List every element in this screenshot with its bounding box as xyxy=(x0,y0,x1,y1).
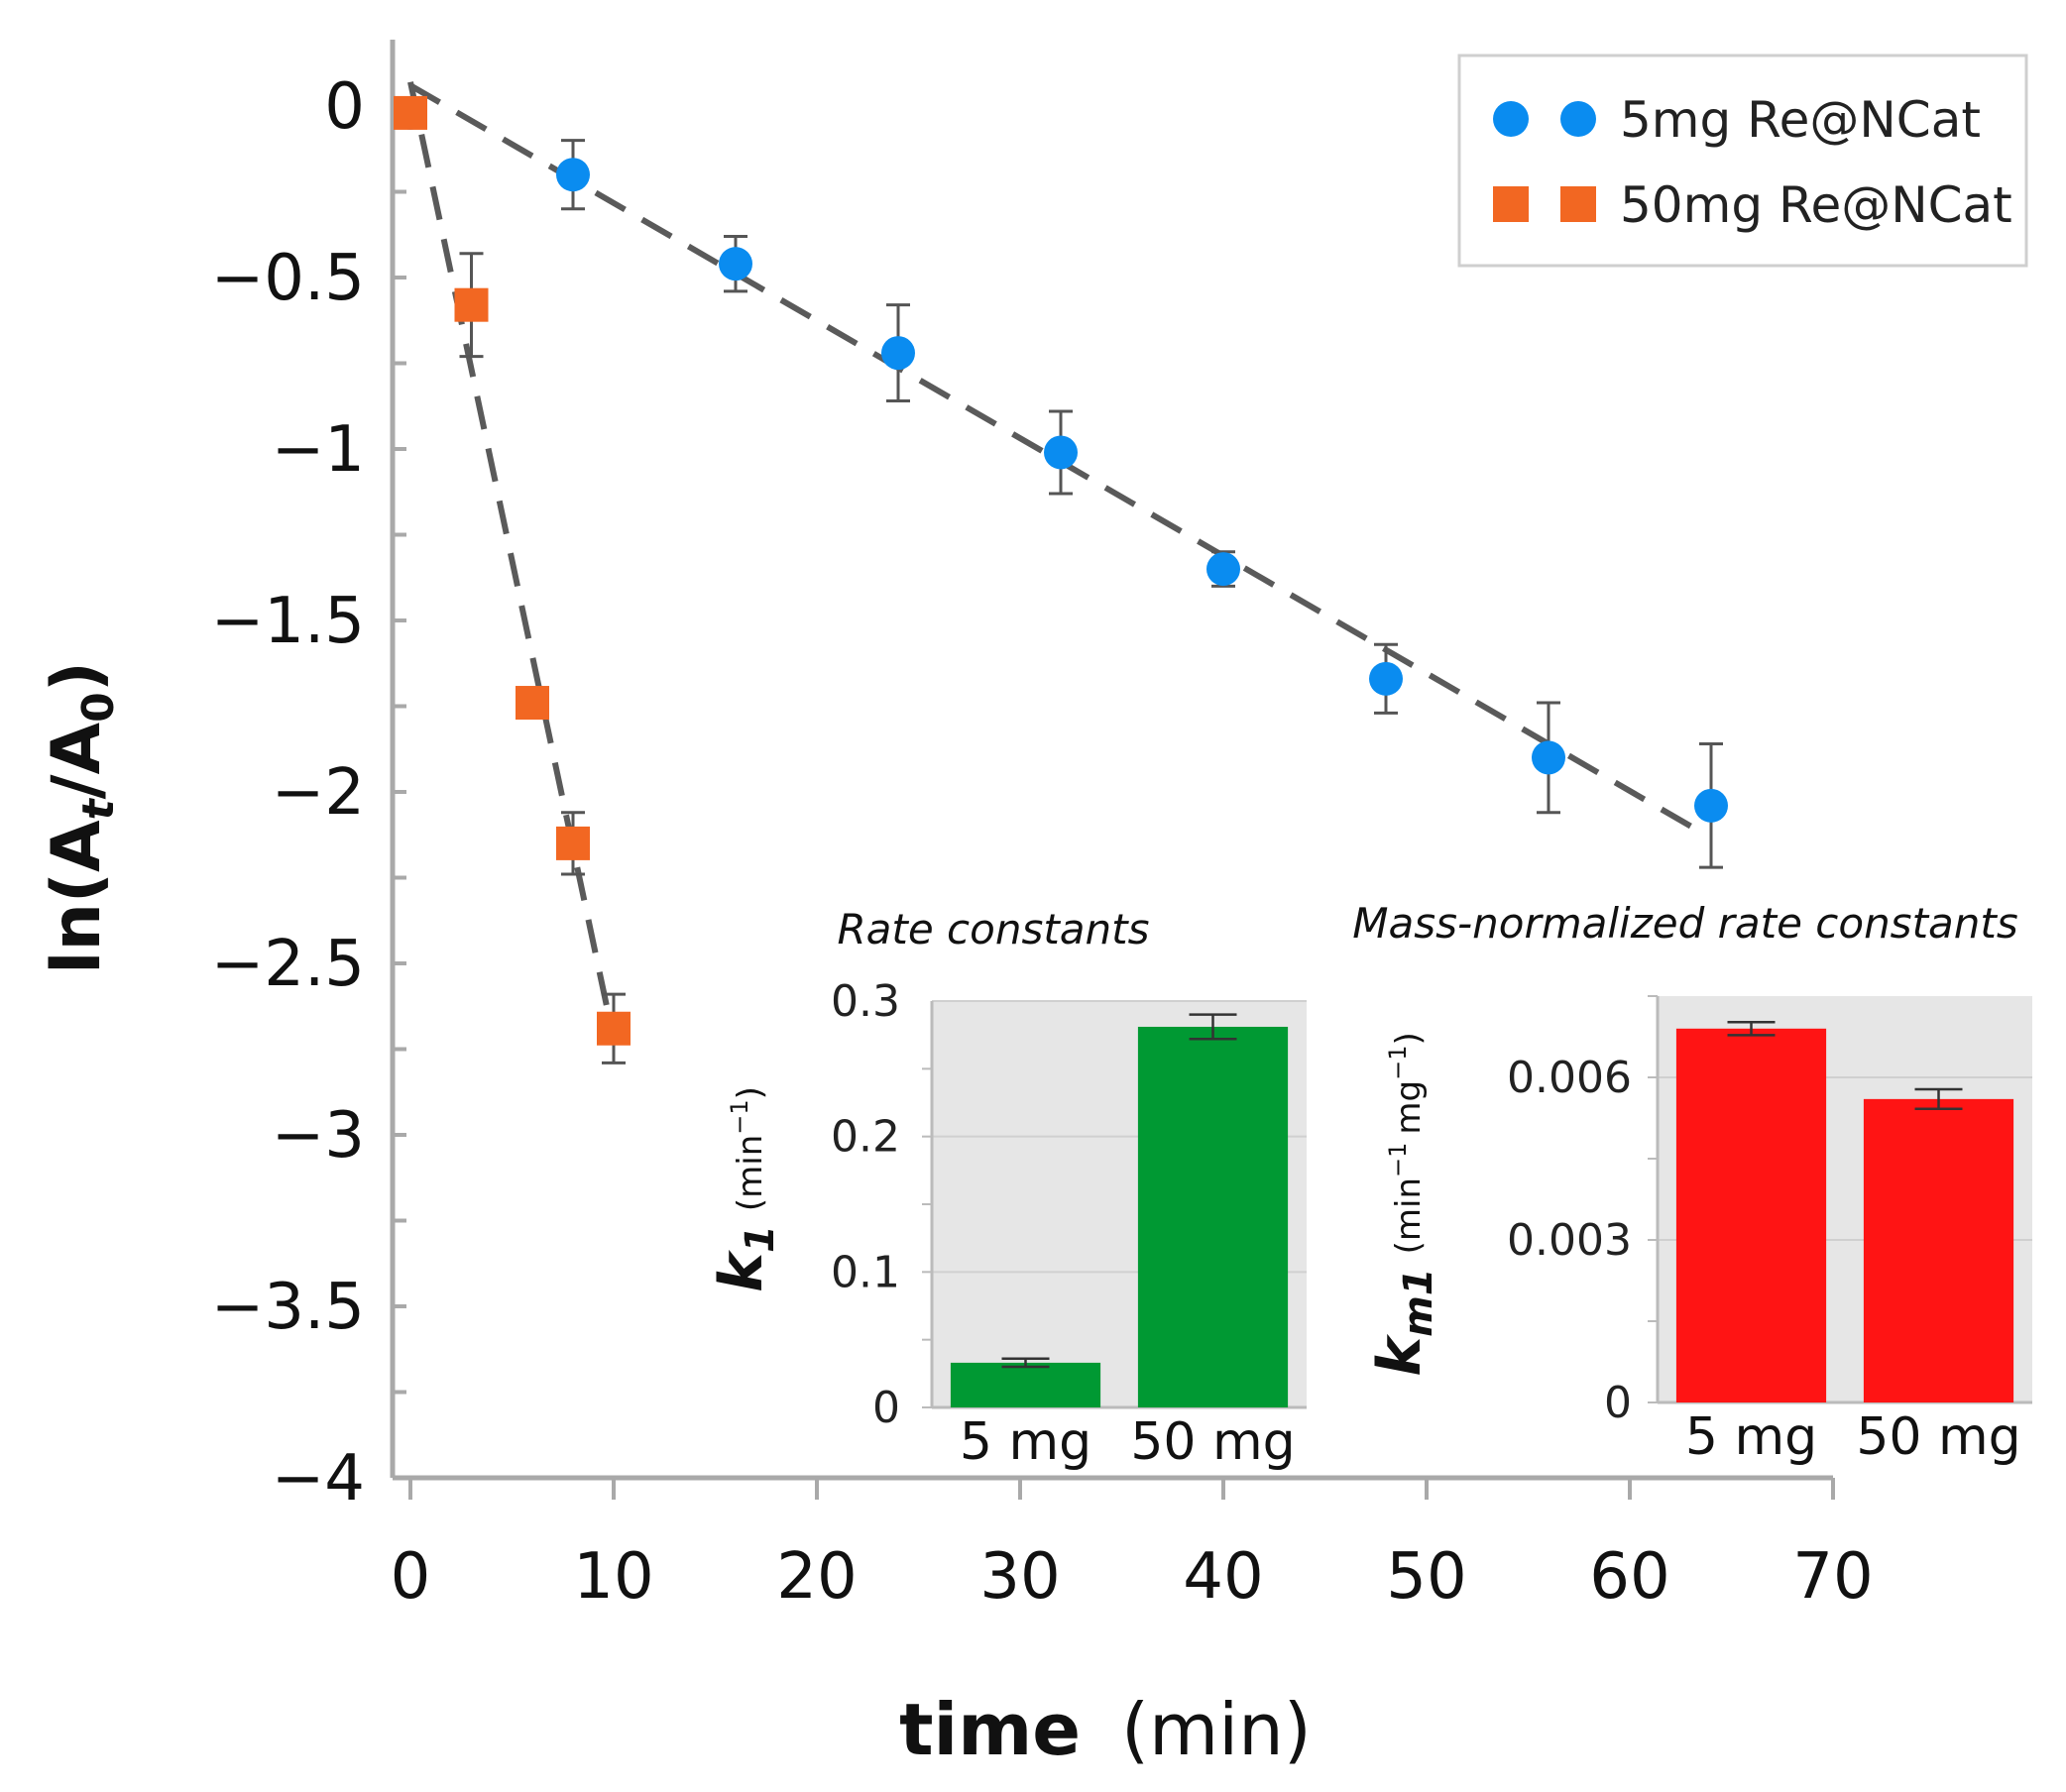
inset1-ylabel-sub: 1 xyxy=(738,1225,783,1253)
inset-rate-constants: Rate constants 0 0.1 0.2 0.3 5 mg 50 mg k1 (mi… xyxy=(707,905,1307,1472)
y-tick-label: −3 xyxy=(272,1099,365,1173)
legend-marker-square xyxy=(1560,186,1596,222)
inset1-ylabel-unit-sup: −1 xyxy=(726,1099,753,1134)
main-tick-labels: 0 10 20 30 40 50 60 700−0.5−1−1.5−2−2.5−3−3.5−4 xyxy=(211,70,1874,1614)
data-point-5mg xyxy=(1369,661,1403,696)
inset-y-tick-label: 0.006 xyxy=(1507,1053,1632,1103)
inset2-title: Mass-normalized rate constants xyxy=(1352,899,2018,948)
inset2-plot: 0 0.003 0.006 5 mg 50 mg xyxy=(1507,995,2032,1467)
inset-category-label: 5 mg xyxy=(1685,1407,1817,1467)
legend-label-5mg: 5mg Re@NCat xyxy=(1620,91,1981,149)
y-axis-title-part: /A xyxy=(38,723,116,800)
inset2-y-axis-title: km1(min−1mg−1) xyxy=(1365,1032,1441,1377)
inset2-ylabel-sub: m1 xyxy=(1396,1268,1441,1337)
data-point-5mg xyxy=(1206,552,1240,587)
x-axis-title: time (min) xyxy=(899,1688,1312,1771)
data-point-5mg xyxy=(1044,435,1078,470)
y-tick-label: −0.5 xyxy=(211,242,365,315)
inset-y-tick-label: 0 xyxy=(1604,1378,1632,1428)
inset1-plot: 0 0.1 0.2 0.3 5 mg 50 mg xyxy=(831,976,1307,1472)
legend-box xyxy=(1457,54,2028,268)
inset-bar xyxy=(1863,1098,2014,1402)
y-axis-title: ln(At/A0) xyxy=(38,661,124,974)
inset-category-label: 50 mg xyxy=(1130,1412,1295,1472)
legend-entry-5mg: 5mg Re@NCat xyxy=(1493,91,1981,149)
legend-marker-square xyxy=(1493,186,1529,222)
inset1-ylabel-unit-end: ) xyxy=(731,1086,770,1099)
legend-entry-50mg: 50mg Re@NCat xyxy=(1493,176,2012,234)
data-point-5mg xyxy=(1532,740,1565,775)
x-tick-label: 50 xyxy=(1386,1540,1466,1614)
main-data-points xyxy=(394,95,1728,1046)
y-tick-label: −4 xyxy=(272,1442,365,1515)
fit-line-series-1 xyxy=(407,81,617,1040)
inset-y-tick-label: 0.2 xyxy=(831,1112,900,1163)
y-axis-title-sub-t: t xyxy=(73,797,124,820)
y-tick-label: −2.5 xyxy=(211,928,365,1001)
inset-bar xyxy=(1137,1026,1289,1407)
inset1-y-axis-title: k1 (min−1) xyxy=(707,1086,783,1292)
inset2-ylabel-unit-end: ) xyxy=(1389,1032,1429,1045)
x-tick-label: 60 xyxy=(1589,1540,1669,1614)
inset2-ylabel-unit-mid: mg xyxy=(1389,1080,1429,1135)
inset1-ylabel-symbol: k xyxy=(707,1250,776,1292)
x-tick-label: 10 xyxy=(573,1540,653,1614)
data-point-5mg xyxy=(1694,788,1728,823)
data-point-5mg xyxy=(556,158,590,192)
main-axes xyxy=(390,40,1835,1500)
data-point-50mg xyxy=(394,95,427,130)
inset-category-label: 50 mg xyxy=(1856,1407,2020,1467)
x-tick-label: 40 xyxy=(1183,1540,1263,1614)
x-tick-label: 0 xyxy=(391,1540,431,1614)
y-tick-label: −3.5 xyxy=(211,1271,365,1344)
fit-line-series-0 xyxy=(408,82,1693,830)
inset-bar xyxy=(1675,1028,1827,1402)
inset2-ylabel-symbol: k xyxy=(1365,1334,1435,1377)
inset-y-tick-label: 0.3 xyxy=(831,976,900,1027)
inset1-ylabel-unit: (min xyxy=(731,1135,770,1211)
inset2-ylabel-unit-sup: −1 xyxy=(1384,1143,1412,1177)
data-point-50mg xyxy=(556,826,590,860)
x-axis-title-bold: time xyxy=(899,1688,1081,1771)
inset-y-tick-label: 0 xyxy=(872,1383,900,1433)
y-tick-label: −2 xyxy=(272,756,365,830)
legend-marker-circle xyxy=(1493,101,1529,137)
x-tick-label: 30 xyxy=(979,1540,1060,1614)
y-axis-title-sub-0: 0 xyxy=(73,692,124,723)
y-axis-title-part: ) xyxy=(38,661,116,692)
x-axis-title-unit: (min) xyxy=(1121,1688,1312,1771)
x-tick-label: 70 xyxy=(1792,1540,1873,1614)
inset2-ylabel-unit-sup2: −1 xyxy=(1384,1045,1412,1079)
inset2-ylabel-unit: (min xyxy=(1389,1177,1429,1254)
inset-category-label: 5 mg xyxy=(960,1412,1091,1472)
data-point-50mg xyxy=(516,686,549,721)
legend-marker-circle xyxy=(1560,101,1596,137)
legend: 5mg Re@NCat 50mg Re@NCat xyxy=(1457,54,2028,268)
inset1-title: Rate constants xyxy=(837,905,1149,953)
legend-label-50mg: 50mg Re@NCat xyxy=(1620,176,2012,234)
inset-bar xyxy=(950,1362,1101,1407)
inset-mass-normalized-rate-constants: Mass-normalized rate constants 0 0.003 0.0… xyxy=(1352,899,2032,1467)
x-tick-label: 20 xyxy=(776,1540,857,1614)
data-point-5mg xyxy=(881,336,915,371)
data-point-50mg xyxy=(597,1011,631,1046)
main-fit-lines xyxy=(407,81,1693,1040)
data-point-5mg xyxy=(719,247,752,281)
y-tick-label: −1 xyxy=(272,413,365,487)
inset-y-tick-label: 0.003 xyxy=(1507,1215,1632,1266)
main-chart: 0 10 20 30 40 50 60 700−0.5−1−1.5−2−2.5−3−3.5−4… xyxy=(38,40,2028,1771)
y-tick-label: 0 xyxy=(324,70,365,144)
inset-y-tick-label: 0.1 xyxy=(831,1247,900,1297)
y-axis-title-part: ln(A xyxy=(38,820,116,974)
y-tick-label: −1.5 xyxy=(211,585,365,658)
data-point-50mg xyxy=(454,287,489,322)
